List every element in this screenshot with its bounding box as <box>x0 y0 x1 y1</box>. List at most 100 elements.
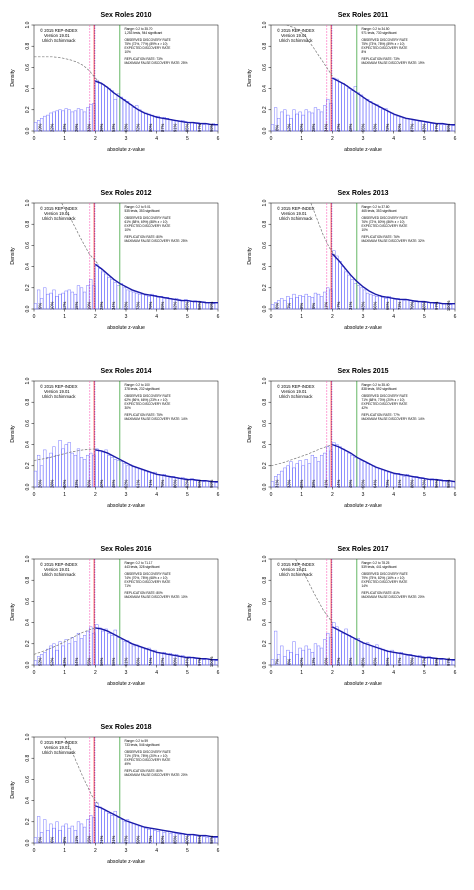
version-text: Version 19.01 <box>44 745 70 750</box>
x-tick-label: 4 <box>155 670 158 676</box>
info-tests: 535 tests, 353 significant <box>124 209 159 213</box>
histogram-bar <box>138 109 142 132</box>
percent-label: 28% <box>50 479 55 488</box>
y-tick-label: 1.0 <box>25 555 31 562</box>
extrapolated-curve <box>33 448 96 461</box>
percent-label: 63% <box>373 123 378 132</box>
chart-title: Sex Roles 2017 <box>338 546 389 553</box>
histogram-bar <box>70 291 74 310</box>
histogram-bar <box>128 290 133 310</box>
histogram-bar <box>196 122 200 132</box>
percent-label: 33% <box>86 123 91 132</box>
x-axis-label: absolute z-value <box>344 503 382 509</box>
info-range: Range: 0.2 to 59 <box>124 739 148 743</box>
histogram-bar <box>319 296 324 310</box>
histogram-bar <box>64 108 68 132</box>
histogram-bar <box>36 656 41 666</box>
histogram-bar <box>295 463 299 488</box>
histogram-bar <box>76 285 81 310</box>
histogram-bar <box>273 630 278 666</box>
histogram-bar <box>277 474 281 488</box>
chart-title: Sex Roles 2013 <box>338 190 389 197</box>
histogram-bar <box>378 294 382 310</box>
percent-label: 86% <box>172 479 177 488</box>
histogram-bar <box>58 293 62 310</box>
y-axis-label: Density <box>10 603 16 621</box>
histogram-bar <box>369 101 373 132</box>
histogram-bar <box>107 813 111 844</box>
histogram-bar <box>110 815 114 844</box>
histogram-bar <box>67 643 71 666</box>
percent-label: 87% <box>160 123 165 132</box>
info-odr-title: OBSERVED DISCOVERY RATE <box>124 216 170 220</box>
y-tick-label: 0.0 <box>25 483 31 490</box>
percent-label: 89% <box>160 301 165 310</box>
histogram-bar <box>362 289 367 310</box>
percent-label: 35% <box>299 479 304 488</box>
histogram-bar <box>52 111 56 132</box>
x-axis-label: absolute z-value <box>107 503 145 509</box>
y-tick-label: 0.8 <box>262 43 268 50</box>
percent-label: 41% <box>324 479 329 488</box>
histogram-bar <box>323 105 327 132</box>
percent-label: 48% <box>348 123 353 132</box>
histogram-bar <box>451 660 456 666</box>
histogram-bar <box>33 303 38 310</box>
info-tests: 443 tests, 328 significant <box>124 565 159 569</box>
x-tick-label: 6 <box>454 136 457 142</box>
histogram-bar <box>427 656 431 666</box>
fit-curve <box>332 626 455 661</box>
histogram-bar <box>202 301 206 310</box>
histogram-bar <box>196 657 200 666</box>
percent-label: 31% <box>274 479 279 488</box>
histogram-bar <box>418 478 422 488</box>
histogram-bar <box>58 641 62 666</box>
histogram-bar <box>168 833 173 844</box>
y-tick-label: 0.6 <box>25 598 31 605</box>
histogram-bar <box>125 101 130 132</box>
y-tick-label: 0.8 <box>262 399 268 406</box>
histogram-bar <box>73 830 78 844</box>
histogram-bar <box>67 109 71 132</box>
histogram-bar <box>156 115 160 132</box>
histogram-bar <box>141 647 145 666</box>
histogram-bar <box>196 836 200 844</box>
histogram-bar <box>153 649 157 666</box>
x-tick-label: 1 <box>63 136 66 142</box>
histogram-bar <box>289 652 293 666</box>
histogram-bar <box>280 298 284 310</box>
histogram-bar <box>49 823 53 844</box>
histogram-bar <box>341 448 345 488</box>
info-tests: 1,253 tests, 944 significant <box>124 31 162 35</box>
info-replication: REPLICATION RATE: 76% <box>361 235 399 239</box>
percent-label: 10% <box>50 301 55 310</box>
percent-label: 74% <box>148 657 153 666</box>
histogram-bar <box>384 108 388 132</box>
histogram-bar <box>421 656 425 666</box>
histogram-bar <box>369 293 373 310</box>
histogram-bar <box>86 630 90 666</box>
version-text: Version 19.01 <box>281 567 307 572</box>
y-tick-label: 0.6 <box>262 64 268 71</box>
percent-label: 49% <box>348 479 353 488</box>
x-tick-label: 5 <box>186 136 189 142</box>
y-tick-label: 0.8 <box>262 221 268 228</box>
y-tick-label: 1.0 <box>25 377 31 384</box>
info-fdr: MAXIMUM FALSE DISCOVERY RATE: 20% <box>361 595 424 599</box>
x-tick-label: 0 <box>270 136 273 142</box>
info-replication: REPLICATION RATE: 81% <box>361 591 399 595</box>
info-edr: 71% <box>124 584 131 588</box>
histogram-bar <box>277 118 281 132</box>
histogram-bar <box>323 452 327 488</box>
histogram-bar <box>101 630 105 666</box>
y-axis-label: Density <box>10 781 16 799</box>
histogram-bar <box>270 481 275 488</box>
histogram-bar <box>202 124 206 132</box>
histogram-bar <box>113 810 117 844</box>
histogram-bar <box>40 465 44 488</box>
histogram-bar <box>393 299 397 310</box>
histogram-bar <box>359 460 364 488</box>
percent-label: 88% <box>422 301 427 310</box>
